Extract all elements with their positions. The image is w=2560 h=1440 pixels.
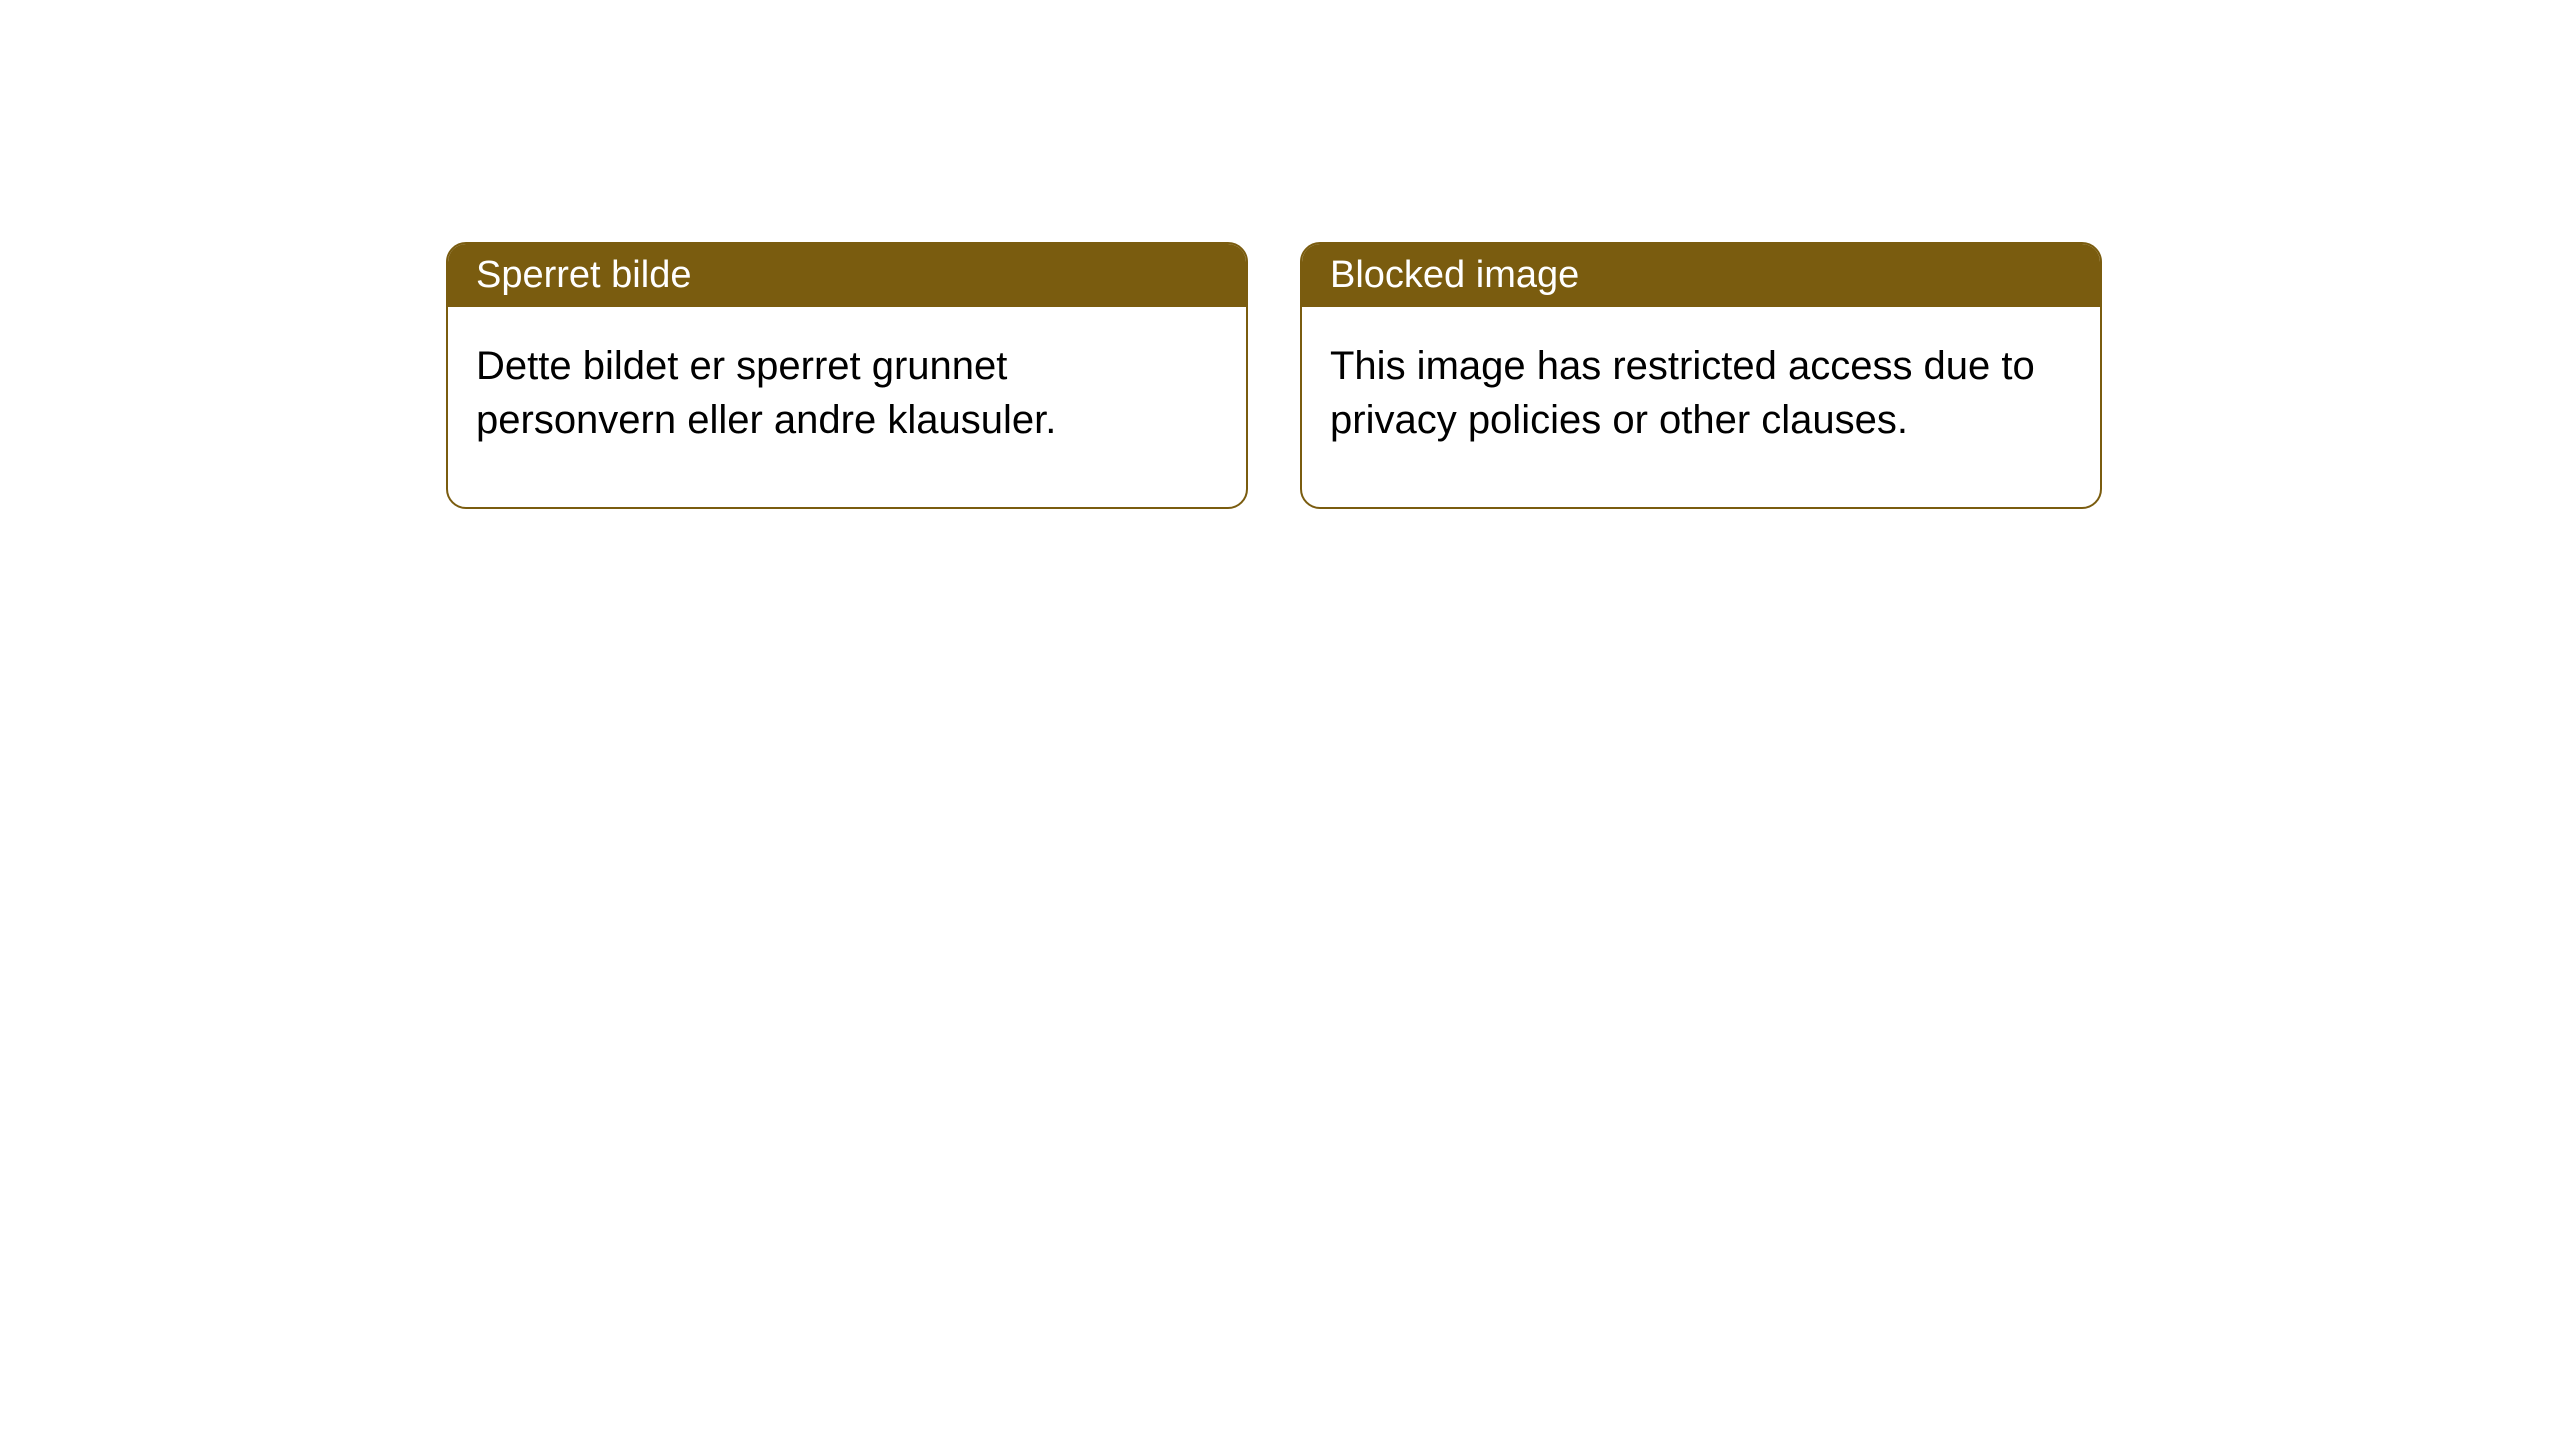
notice-title-english: Blocked image [1302,244,2100,307]
notice-card-english: Blocked image This image has restricted … [1300,242,2102,509]
notice-card-norwegian: Sperret bilde Dette bildet er sperret gr… [446,242,1248,509]
notice-container: Sperret bilde Dette bildet er sperret gr… [446,242,2102,509]
notice-body-norwegian: Dette bildet er sperret grunnet personve… [448,307,1246,507]
notice-title-norwegian: Sperret bilde [448,244,1246,307]
notice-body-english: This image has restricted access due to … [1302,307,2100,507]
